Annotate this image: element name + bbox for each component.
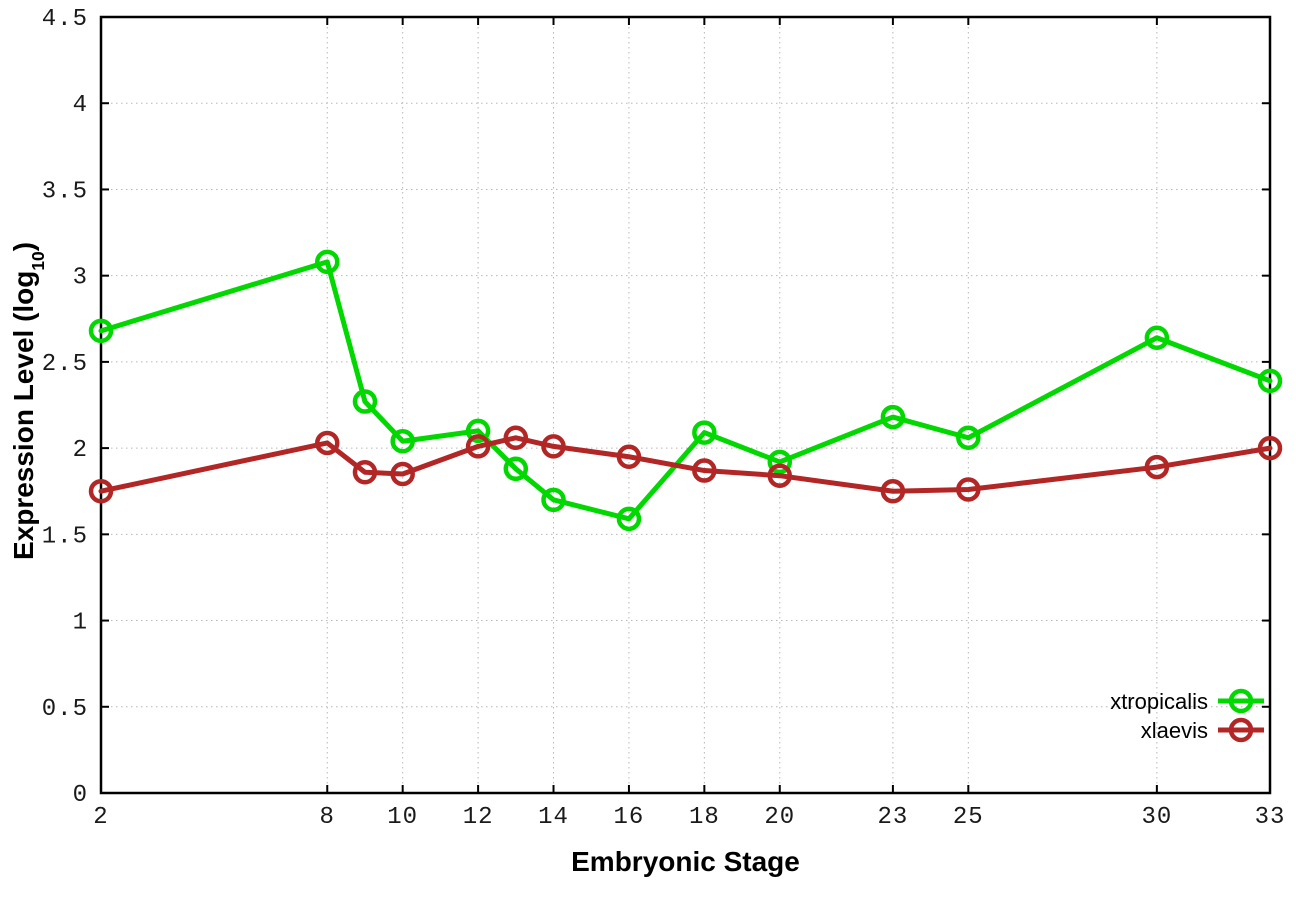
x-tick-label: 20 xyxy=(764,804,795,831)
series-line-xlaevis xyxy=(98,435,1273,494)
x-tick-label: 2 xyxy=(93,804,108,831)
data-point-xlaevis xyxy=(465,434,491,459)
y-tick-label: 1.5 xyxy=(42,523,88,550)
data-point-xlaevis xyxy=(1144,454,1170,480)
data-point-xlaevis xyxy=(767,463,793,488)
x-tick-label: 33 xyxy=(1255,804,1286,831)
x-tick-label: 30 xyxy=(1141,804,1172,831)
data-point-xlaevis xyxy=(541,434,566,459)
data-point-xlaevis xyxy=(88,478,114,504)
data-point-xlaevis xyxy=(692,458,717,483)
x-tick-label: 23 xyxy=(877,804,908,831)
x-tick-label: 16 xyxy=(614,804,645,831)
data-point-xtropicalis xyxy=(956,425,981,451)
data-point-xtropicalis xyxy=(88,318,114,344)
data-point-xtropicalis xyxy=(541,487,566,513)
data-point-xlaevis xyxy=(880,478,906,504)
legend-label-xtropicalis: xtropicalis xyxy=(1110,689,1208,714)
data-point-xtropicalis xyxy=(1257,368,1283,394)
data-point-xlaevis xyxy=(616,444,642,469)
x-tick-label: 14 xyxy=(538,804,569,831)
data-point-xtropicalis xyxy=(390,428,415,454)
legend-marker-xlaevis xyxy=(1228,717,1254,743)
y-axis-title: Expression Level (log10) xyxy=(6,191,48,611)
y-tick-label: 2 xyxy=(73,437,88,464)
data-point-xtropicalis xyxy=(616,506,642,532)
x-tick-label: 10 xyxy=(387,804,418,831)
x-tick-label: 25 xyxy=(953,804,984,831)
data-point-xlaevis xyxy=(352,460,378,485)
y-tick-label: 4 xyxy=(73,92,88,119)
data-point-xlaevis xyxy=(315,430,340,456)
data-point-xtropicalis xyxy=(315,249,340,275)
data-point-xtropicalis xyxy=(692,420,717,445)
y-tick-label: 3 xyxy=(73,265,88,292)
y-tick-label: 0.5 xyxy=(42,696,88,723)
x-tick-label: 12 xyxy=(463,804,494,831)
y-tick-label: 3.5 xyxy=(42,178,88,205)
x-tick-label: 8 xyxy=(320,804,335,831)
data-point-xlaevis xyxy=(1257,435,1283,461)
y-tick-label: 0 xyxy=(73,782,88,809)
x-tick-label: 18 xyxy=(689,804,720,831)
data-point-xtropicalis xyxy=(503,456,529,482)
data-point-xlaevis xyxy=(956,477,981,502)
legend-label-xlaevis: xlaevis xyxy=(1141,718,1208,743)
y-axis-title-main: Expression Level (log xyxy=(8,270,39,561)
series-line-xtropicalis xyxy=(98,259,1273,522)
x-axis-title: Embryonic Stage xyxy=(571,846,800,877)
y-tick-label: 4.5 xyxy=(42,6,88,33)
y-tick-label: 1 xyxy=(73,610,88,637)
y-axis-title-end: ) xyxy=(8,241,39,252)
plot-border xyxy=(99,15,1272,795)
data-point-xtropicalis xyxy=(1144,325,1170,350)
data-point-xtropicalis xyxy=(352,389,378,414)
data-point-xtropicalis xyxy=(880,404,906,430)
y-axis-title-sub: 10 xyxy=(27,251,48,271)
data-point-xlaevis xyxy=(390,461,415,487)
legend-marker-xtropicalis xyxy=(1228,688,1254,714)
data-point-xlaevis xyxy=(503,425,529,451)
data-point-xtropicalis xyxy=(465,418,491,444)
y-tick-label: 2.5 xyxy=(42,351,88,378)
data-point-xtropicalis xyxy=(767,449,793,475)
